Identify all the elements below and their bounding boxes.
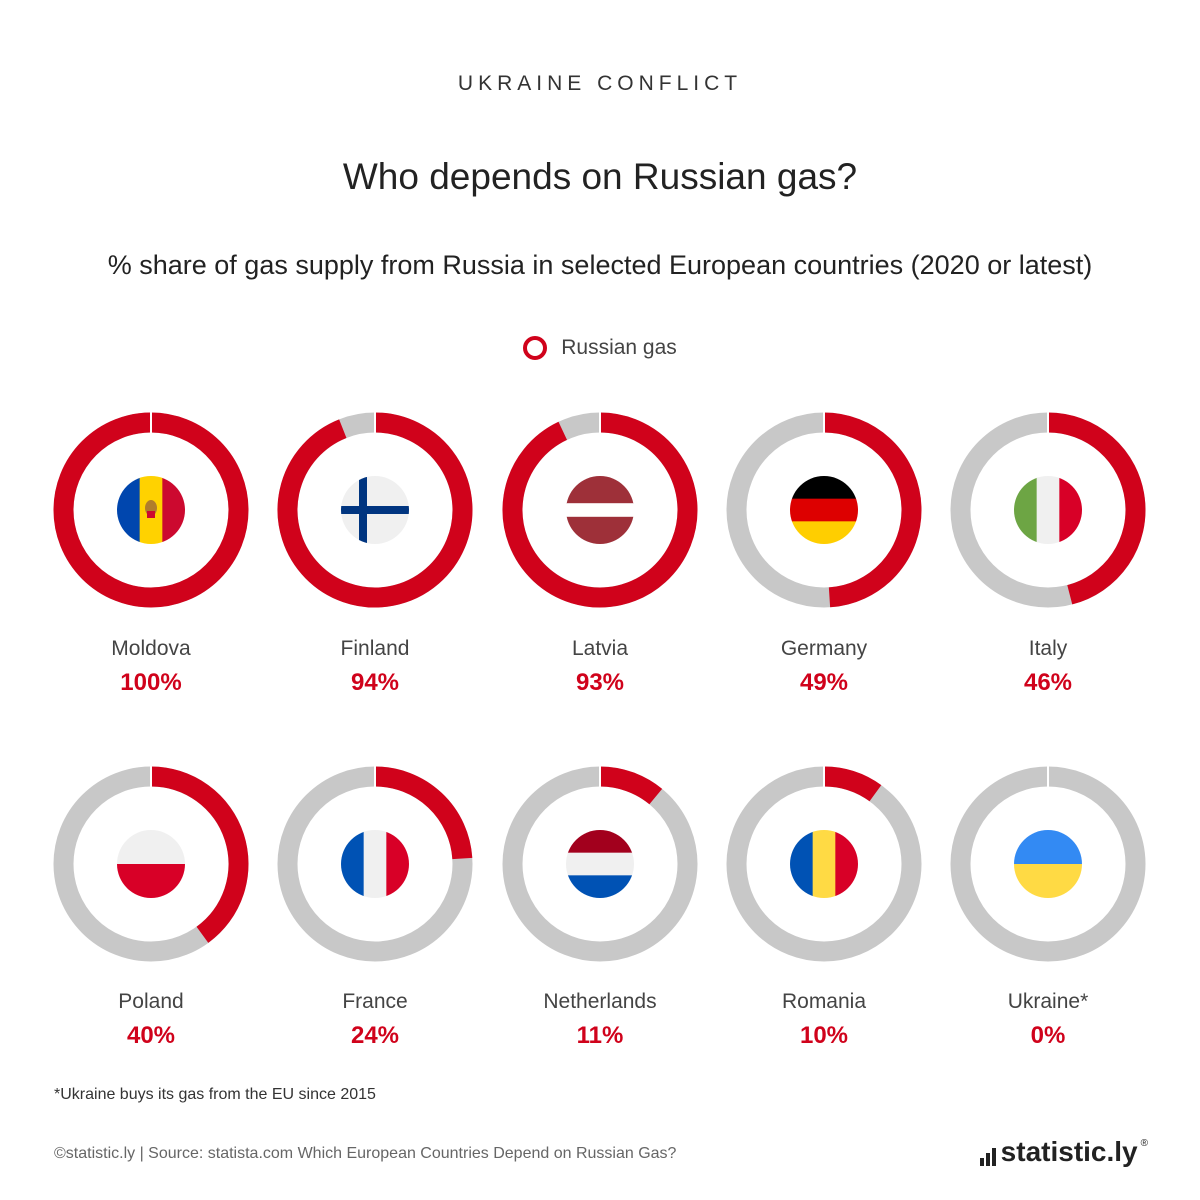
russian-share-arc [502, 412, 698, 608]
legend-ring-icon [523, 336, 548, 360]
romania-flag-icon [790, 830, 858, 898]
value-label: 100% [120, 669, 181, 696]
country-label: Moldova [111, 637, 191, 660]
finland-flag-icon [341, 476, 409, 544]
chart-title: Who depends on Russian gas? [342, 156, 858, 197]
brand-logo: statistic.ly ® [979, 1136, 1148, 1167]
latvia-flag-icon [566, 476, 634, 544]
france-flag-icon [341, 830, 409, 898]
source-note: ©statistic.ly | Source: statista.com Whi… [54, 1145, 677, 1162]
moldova-flag-icon [117, 476, 185, 544]
ukraine-flag-icon [1014, 830, 1082, 898]
legend-label: Russian gas [561, 336, 677, 359]
brand-name: statistic.ly [1000, 1136, 1138, 1167]
donut-france: France 24% [277, 765, 473, 1049]
donut-poland: Poland 40% [53, 765, 249, 1049]
value-label: 94% [351, 669, 399, 696]
value-label: 93% [576, 669, 624, 696]
donut-ukraine: Ukraine* 0% [950, 765, 1146, 1049]
value-label: 46% [1024, 669, 1072, 696]
footnote: *Ukraine buys its gas from the EU since … [54, 1086, 376, 1103]
russian-share-arc [1047, 412, 1146, 605]
russian-share-arc [823, 766, 882, 802]
donut-romania: Romania 10% [726, 765, 922, 1049]
country-label: Netherlands [543, 990, 656, 1013]
donut-netherlands: Netherlands 11% [502, 765, 698, 1049]
value-label: 49% [800, 669, 848, 696]
value-label: 11% [577, 1022, 624, 1049]
netherlands-flag-icon [566, 830, 634, 898]
country-label: Finland [341, 637, 410, 660]
russian-share-arc [150, 766, 249, 943]
country-label: Romania [782, 990, 866, 1013]
chart-subtitle: % share of gas supply from Russia in sel… [107, 250, 1093, 280]
country-label: Germany [781, 637, 868, 660]
italy-flag-icon [1014, 476, 1082, 544]
donut-germany: Germany 49% [726, 411, 922, 696]
bar-logo-icon [979, 1144, 996, 1166]
value-label: 10% [800, 1022, 848, 1049]
legend: Russian gas [0, 336, 1200, 360]
country-label: Ukraine* [1008, 990, 1089, 1013]
value-label: 0% [1031, 1022, 1066, 1049]
country-label: Latvia [572, 637, 628, 660]
country-label: France [342, 990, 407, 1013]
russian-share-arc [823, 412, 922, 608]
country-label: Poland [118, 990, 183, 1013]
value-label: 24% [351, 1022, 399, 1049]
kicker: UKRAINE CONFLICT [457, 72, 743, 95]
russian-share-arc [374, 766, 473, 860]
donut-latvia: Latvia 93% [502, 411, 698, 696]
germany-flag-icon [790, 476, 858, 544]
donut-finland: Finland 94% [277, 411, 473, 696]
russian-share-arc [277, 412, 473, 608]
donut-moldova: Moldova 100% [53, 411, 249, 696]
donut-italy: Italy 46% [950, 411, 1146, 696]
registered-mark: ® [1140, 1138, 1148, 1149]
poland-flag-icon [117, 830, 185, 898]
russian-share-arc [599, 766, 663, 805]
country-label: Italy [1029, 637, 1068, 660]
value-label: 40% [127, 1022, 175, 1049]
